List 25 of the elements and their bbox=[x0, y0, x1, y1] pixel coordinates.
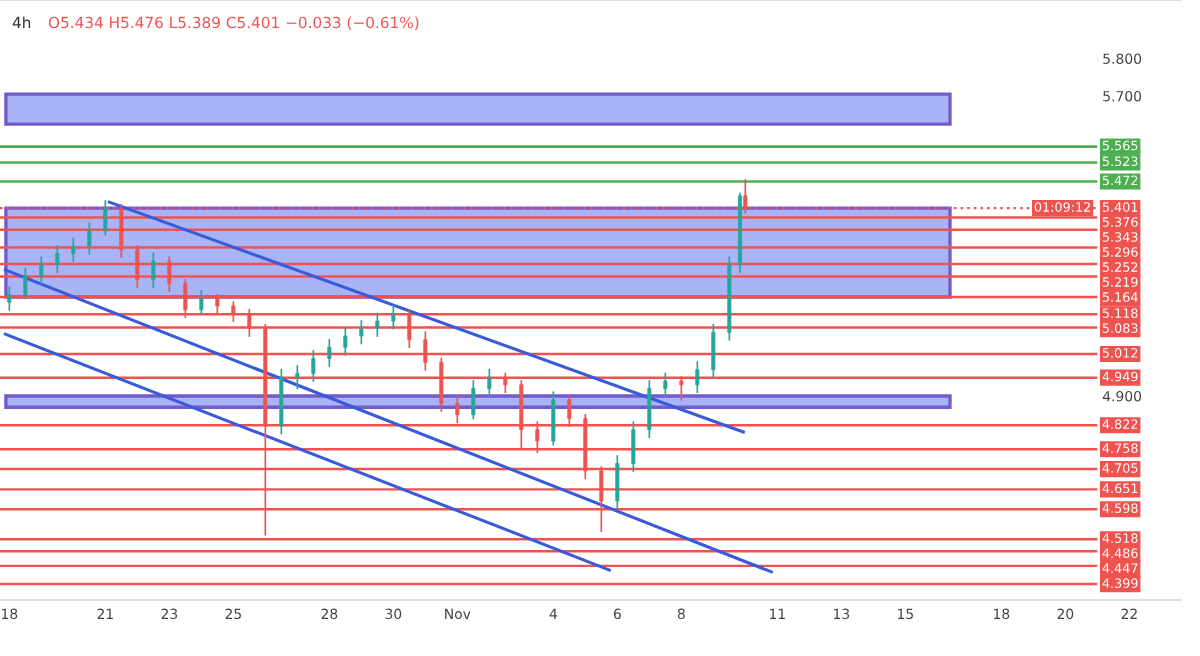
candlestick bbox=[327, 338, 332, 367]
candlestick bbox=[647, 380, 652, 439]
candlestick bbox=[551, 391, 556, 446]
candlestick bbox=[343, 327, 348, 356]
candlestick bbox=[103, 200, 108, 236]
candlestick bbox=[71, 237, 76, 262]
candlestick bbox=[711, 323, 716, 379]
candlestick bbox=[39, 256, 44, 285]
candlestick bbox=[359, 320, 364, 345]
candlestick bbox=[615, 455, 620, 510]
candlestick bbox=[311, 350, 316, 382]
candlestick bbox=[87, 222, 92, 255]
candlestick bbox=[55, 245, 60, 274]
candlestick bbox=[7, 286, 12, 311]
candlestick bbox=[391, 305, 396, 330]
candlestick bbox=[151, 252, 156, 289]
candlestick bbox=[199, 290, 204, 315]
candlestick bbox=[663, 372, 668, 397]
candlestick bbox=[23, 267, 28, 300]
candlestick bbox=[695, 361, 700, 394]
candlestick bbox=[375, 312, 380, 337]
candlestick bbox=[471, 380, 476, 420]
candlestick bbox=[487, 368, 492, 397]
candlestick bbox=[295, 365, 300, 390]
candlestick bbox=[631, 421, 636, 472]
